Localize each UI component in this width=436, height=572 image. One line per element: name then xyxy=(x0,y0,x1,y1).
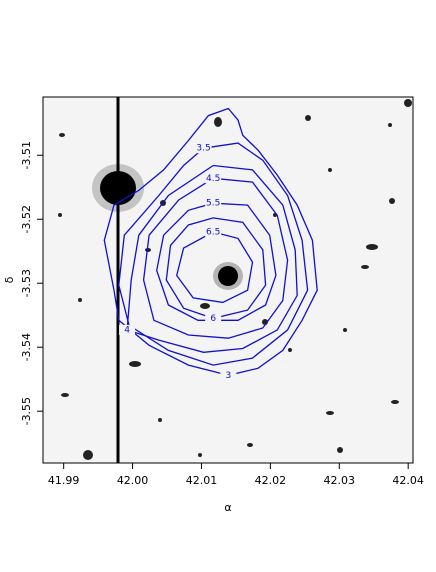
bleed-trail xyxy=(116,97,120,463)
y-tick-label: -3.52 xyxy=(20,205,33,233)
contour-line xyxy=(165,217,267,320)
contour-line xyxy=(175,231,254,304)
contour-line xyxy=(118,142,309,366)
contour-label: 6 xyxy=(210,314,216,324)
contour-label: 4 xyxy=(124,325,130,335)
x-tick-label: 42.02 xyxy=(255,474,287,487)
y-tick-label: -3.54 xyxy=(20,333,33,361)
contour-label: 5.5 xyxy=(206,199,220,209)
contour-line xyxy=(126,164,298,353)
y-tick-label: -3.51 xyxy=(20,141,33,169)
galaxy xyxy=(218,266,238,286)
y-tick-label: -3.53 xyxy=(20,269,33,297)
x-tick-label: 41.99 xyxy=(48,474,80,487)
contour-line xyxy=(103,107,318,376)
contour-label: 3 xyxy=(225,371,231,381)
contour-label-bg xyxy=(205,198,222,209)
x-axis-label: α xyxy=(224,501,231,514)
x-tick-label: 42.04 xyxy=(392,474,424,487)
contour-label-bg xyxy=(205,173,222,184)
x-tick-label: 42.03 xyxy=(324,474,356,487)
contour-label: 6.5 xyxy=(206,228,220,238)
contour-label: 3.5 xyxy=(196,144,210,154)
contour-label-bg xyxy=(205,227,222,238)
y-tick-label: -3.55 xyxy=(20,397,33,425)
contours: 3 3.5 4 4.5 5.5 6 6.5 xyxy=(103,107,318,381)
plot-frame xyxy=(42,96,414,464)
x-tick-label: 42.00 xyxy=(117,474,149,487)
contour-line xyxy=(142,177,289,339)
y-axis-label: δ xyxy=(3,276,16,283)
contour-label-bg xyxy=(195,143,212,154)
contour-label: 4.5 xyxy=(206,174,220,184)
contour-label-bg xyxy=(119,324,136,335)
contour-label-bg xyxy=(205,313,222,324)
sky-image xyxy=(43,97,413,463)
x-tick-label: 42.01 xyxy=(186,474,218,487)
contour-label-bg xyxy=(220,370,237,381)
